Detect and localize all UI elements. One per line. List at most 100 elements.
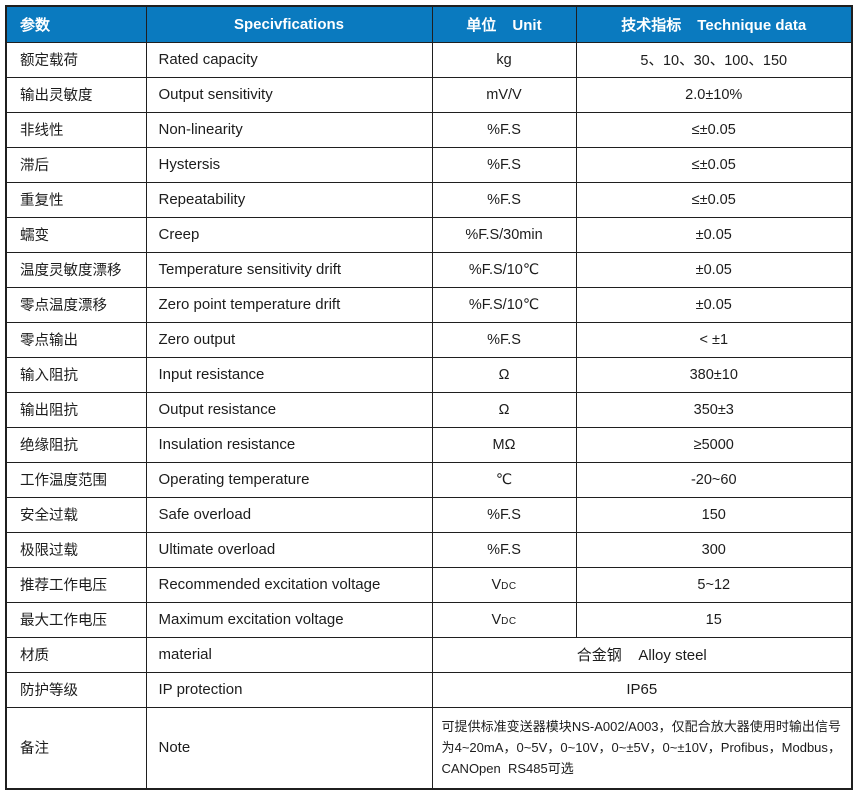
unit-text: %F.S xyxy=(487,121,521,138)
unit-text: %F.S/10℃ xyxy=(468,261,540,278)
unit-text: %F.S/10℃ xyxy=(468,296,540,313)
param-name-en: Zero output xyxy=(145,321,433,358)
param-name-cn: 输出阻抗 xyxy=(5,391,147,428)
header-row: 参数 Specivfications 单位 Unit 技术指标 Technique … xyxy=(5,5,853,43)
param-name-en: Input resistance xyxy=(145,356,433,393)
technique-value: ±0.05 xyxy=(575,216,853,253)
param-name-cn: 重复性 xyxy=(5,181,147,218)
unit-value: Ω xyxy=(431,356,577,393)
unit-value: kg xyxy=(431,41,577,78)
table-row: 额定载荷 Rated capacity kg 5、10、30、100、150 xyxy=(5,41,853,78)
unit-value: %F.S xyxy=(431,111,577,148)
param-name-en: material xyxy=(145,636,433,673)
unit-text: kg xyxy=(496,51,512,68)
table-row: 非线性 Non-linearity %F.S ≤±0.05 xyxy=(5,111,853,148)
header-technique-data: 技术指标 Technique data xyxy=(575,5,853,43)
param-name-cn: 备注 xyxy=(5,706,147,790)
technique-value: ≤±0.05 xyxy=(575,146,853,183)
param-name-en: Safe overload xyxy=(145,496,433,533)
unit-value: MΩ xyxy=(431,426,577,463)
unit-value: Ω xyxy=(431,391,577,428)
technique-value: 350±3 xyxy=(575,391,853,428)
param-name-cn: 温度灵敏度漂移 xyxy=(5,251,147,288)
param-name-en: Note xyxy=(145,706,433,790)
param-name-cn: 零点输出 xyxy=(5,321,147,358)
spec-table-header: 参数 Specivfications 单位 Unit 技术指标 Technique … xyxy=(5,5,853,43)
table-row: 安全过载 Safe overload %F.S 150 xyxy=(5,496,853,533)
unit-text: %F.S/30min xyxy=(465,226,543,243)
technique-value: 2.0±10% xyxy=(575,76,853,113)
param-name-cn: 输出灵敏度 xyxy=(5,76,147,113)
table-row: 零点输出 Zero output %F.S < ±1 xyxy=(5,321,853,358)
unit-value: VDC xyxy=(431,601,577,638)
param-name-cn: 防护等级 xyxy=(5,671,147,708)
header-unit-cn: 单位 xyxy=(466,16,497,34)
table-row: 防护等级 IP protection IP65 xyxy=(5,671,853,708)
param-name-cn: 绝缘阻抗 xyxy=(5,426,147,463)
param-name-en: IP protection xyxy=(145,671,433,708)
param-name-en: Temperature sensitivity drift xyxy=(145,251,433,288)
param-name-en: Creep xyxy=(145,216,433,253)
unit-value: %F.S xyxy=(431,146,577,183)
unit-value: %F.S xyxy=(431,181,577,218)
header-unit-en: Unit xyxy=(512,16,542,34)
unit-text: %F.S xyxy=(487,506,521,523)
spec-table-body: 额定载荷 Rated capacity kg 5、10、30、100、150 输出灵敏度… xyxy=(5,41,853,790)
param-name-cn: 非线性 xyxy=(5,111,147,148)
unit-value: %F.S xyxy=(431,531,577,568)
unit-text: Ω xyxy=(498,401,510,418)
table-row: 工作温度范围 Operating temperature ℃ -20~60 xyxy=(5,461,853,498)
unit-subscript: DC xyxy=(501,615,517,627)
table-row: 输出阻抗 Output resistance Ω 350±3 xyxy=(5,391,853,428)
param-name-cn: 安全过载 xyxy=(5,496,147,533)
note-row: 备注 Note 可提供标准变送器模块NS-A002/A003，仅配合放大器使用时输出… xyxy=(5,706,853,790)
param-name-cn: 额定载荷 xyxy=(5,41,147,78)
technique-value: ≤±0.05 xyxy=(575,111,853,148)
param-name-en: Maximum excitation voltage xyxy=(145,601,433,638)
technique-value: 380±10 xyxy=(575,356,853,393)
technique-value: 5~12 xyxy=(575,566,853,603)
technique-value: ≤±0.05 xyxy=(575,181,853,218)
table-row: 极限过载 Ultimate overload %F.S 300 xyxy=(5,531,853,568)
table-row: 绝缘阻抗 Insulation resistance MΩ ≥5000 xyxy=(5,426,853,463)
unit-subscript: DC xyxy=(501,580,517,592)
param-name-cn: 零点温度漂移 xyxy=(5,286,147,323)
technique-value: 5、10、30、100、150 xyxy=(575,41,853,78)
header-unit: 单位 Unit xyxy=(431,5,577,43)
technique-value: < ±1 xyxy=(575,321,853,358)
unit-text: MΩ xyxy=(492,436,516,453)
header-data-cn: 技术指标 xyxy=(621,16,682,34)
unit-value: %F.S/10℃ xyxy=(431,286,577,323)
param-name-en: Insulation resistance xyxy=(145,426,433,463)
merged-value: 合金钢 Alloy steel xyxy=(431,636,853,673)
merged-value: IP65 xyxy=(431,671,853,708)
param-name-en: Output resistance xyxy=(145,391,433,428)
unit-text: %F.S xyxy=(487,156,521,173)
technique-value: 15 xyxy=(575,601,853,638)
unit-text: Ω xyxy=(498,366,510,383)
param-name-cn: 极限过载 xyxy=(5,531,147,568)
unit-value: %F.S/30min xyxy=(431,216,577,253)
unit-value: VDC xyxy=(431,566,577,603)
unit-text: %F.S xyxy=(487,541,521,558)
param-name-cn: 工作温度范围 xyxy=(5,461,147,498)
table-row: 蠕变 Creep %F.S/30min ±0.05 xyxy=(5,216,853,253)
technique-value: ±0.05 xyxy=(575,251,853,288)
param-name-cn: 推荐工作电压 xyxy=(5,566,147,603)
param-name-cn: 最大工作电压 xyxy=(5,601,147,638)
param-name-en: Repeatability xyxy=(145,181,433,218)
header-data-en: Technique data xyxy=(697,16,807,34)
note-value: 可提供标准变送器模块NS-A002/A003，仅配合放大器使用时输出信号为4~2… xyxy=(431,706,853,790)
unit-text: V xyxy=(491,611,502,628)
header-param-cn: 参数 xyxy=(5,5,147,43)
unit-value: ℃ xyxy=(431,461,577,498)
unit-text: mV/V xyxy=(486,86,522,103)
table-row: 重复性 Repeatability %F.S ≤±0.05 xyxy=(5,181,853,218)
table-row: 温度灵敏度漂移 Temperature sensitivity drift %F.S… xyxy=(5,251,853,288)
table-row: 零点温度漂移 Zero point temperature drift %F.S/1… xyxy=(5,286,853,323)
unit-value: mV/V xyxy=(431,76,577,113)
unit-text: V xyxy=(491,576,502,593)
unit-value: %F.S xyxy=(431,496,577,533)
unit-text: %F.S xyxy=(487,191,521,208)
